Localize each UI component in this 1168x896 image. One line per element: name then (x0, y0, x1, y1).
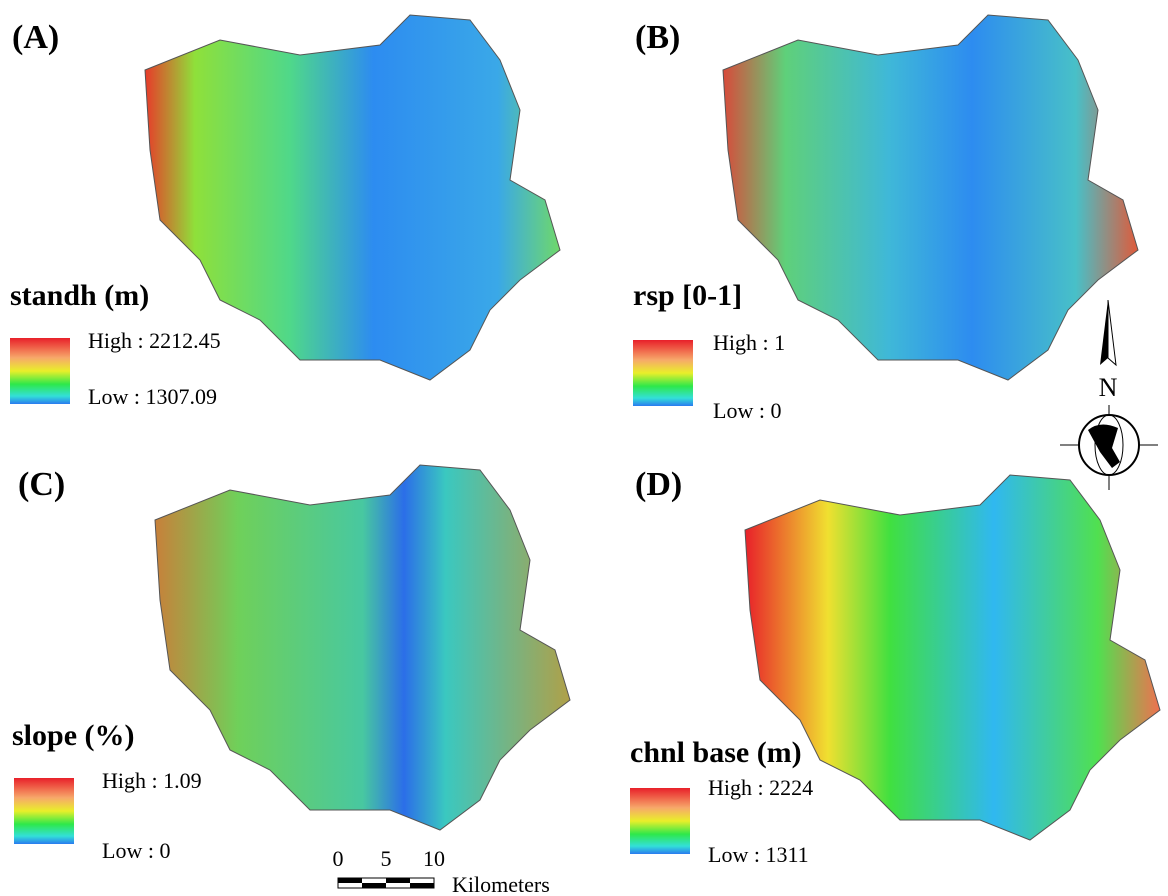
legend-title: rsp [0-1] (633, 279, 742, 312)
legend-title: chnl base (m) (630, 736, 802, 769)
scale-segment (386, 878, 410, 883)
legend-low: Low : 1311 (708, 842, 809, 867)
map-panel (155, 465, 570, 830)
scale-tick: 5 (381, 846, 392, 871)
scale-tick: 10 (423, 846, 445, 871)
region-map (723, 15, 1138, 380)
legend-colorbar (630, 788, 690, 854)
scale-bar: 0 5 10 Kilometers (333, 846, 550, 896)
legend-low: Low : 1307.09 (88, 384, 217, 409)
scale-tick: 0 (333, 846, 344, 871)
legend-title: standh (m) (10, 279, 149, 312)
legend-high: High : 1 (713, 330, 785, 355)
legend-high: High : 2224 (708, 775, 813, 800)
legend-colorbar (14, 778, 74, 844)
arrow-right (1108, 300, 1116, 365)
legend-low: Low : 0 (713, 398, 781, 423)
north-arrow: N (1060, 300, 1158, 490)
legend-high: High : 1.09 (102, 768, 202, 793)
scale-segment (338, 878, 362, 883)
figure: N 0 5 10 Kilometers (A) standh (m) High : … (0, 0, 1168, 896)
scale-unit: Kilometers (452, 872, 550, 896)
arrow-left (1100, 300, 1108, 365)
legend-title: slope (%) (12, 719, 135, 752)
panel-label: (A) (12, 19, 59, 56)
panel-label: (B) (635, 19, 680, 56)
legend-high: High : 2212.45 (88, 328, 221, 353)
legend-low: Low : 0 (102, 838, 170, 863)
region-map (155, 465, 570, 830)
north-label: N (1099, 373, 1118, 402)
map-panel (145, 15, 560, 380)
region-map (145, 15, 560, 380)
panel-label: (D) (635, 466, 682, 503)
panel-label: (C) (18, 466, 65, 503)
map-panel (723, 15, 1138, 380)
legend-colorbar (633, 340, 693, 406)
scale-segment (362, 883, 386, 888)
legend-colorbar (10, 338, 70, 404)
scale-segment (410, 883, 434, 888)
